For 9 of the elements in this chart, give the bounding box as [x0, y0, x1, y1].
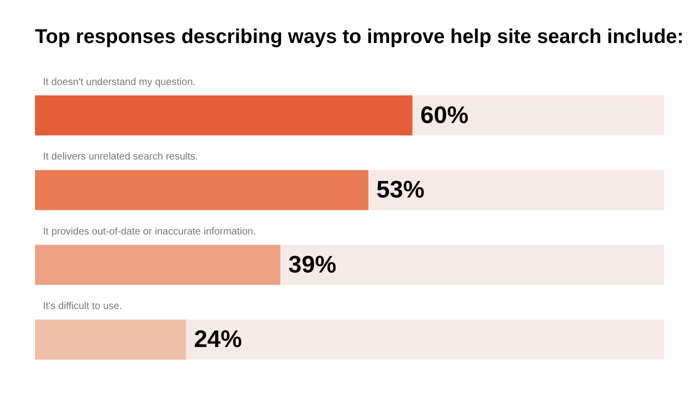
data-label: 39% [288, 251, 336, 278]
data-label: 24% [194, 326, 242, 354]
y-tick-label: It doesn't understand my question. [43, 76, 196, 88]
y-tick-label: It's difficult to use. [43, 301, 122, 312]
chart-title: Top responses describing ways to improve help site search include: [35, 26, 684, 48]
data-label: 60% [420, 102, 468, 129]
data-label: 53% [376, 176, 424, 204]
y-tick-label: It provides out-of-date or inaccurate information. [43, 226, 256, 238]
y-tick-label: It delivers unrelated search results. [43, 152, 198, 163]
